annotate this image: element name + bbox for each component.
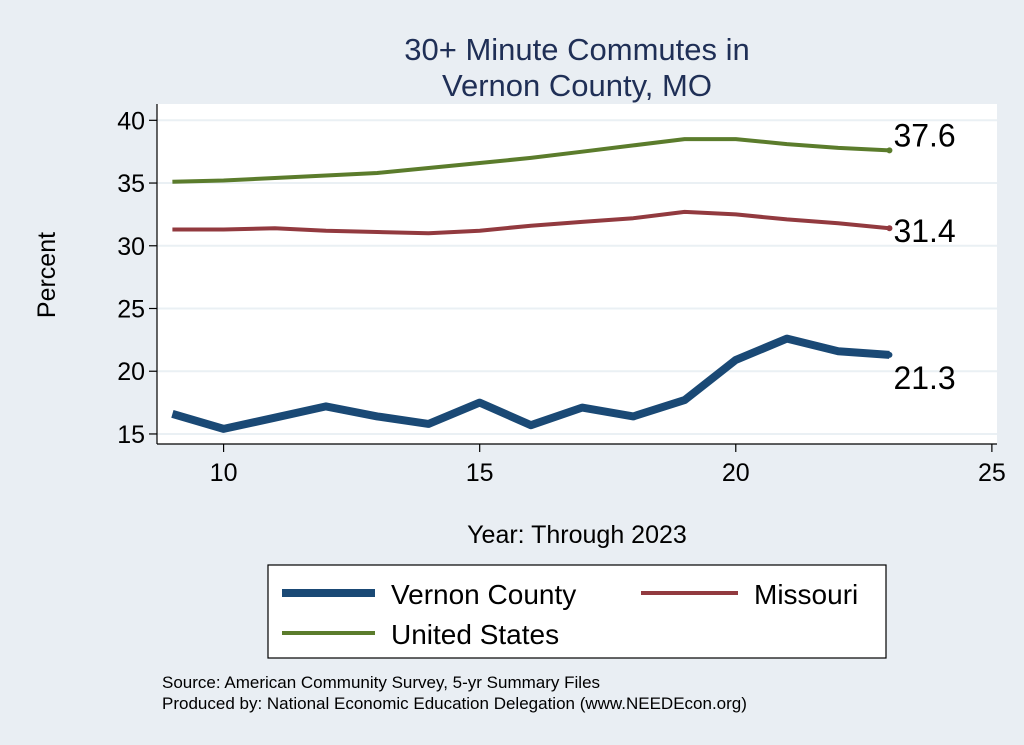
y-tick-label: 30: [117, 233, 145, 261]
end-labels: 21.3 31.4 37.6: [893, 117, 955, 396]
y-tick-label: 15: [117, 421, 145, 449]
x-tick-label: 20: [722, 459, 750, 487]
source-line-2: Produced by: National Economic Education…: [162, 694, 747, 713]
chart-title-line-1: 30+ Minute Commutes in: [404, 32, 749, 67]
legend-box: [267, 564, 887, 659]
series-line-united-states: [172, 137, 890, 184]
y-axis-title: Percent: [33, 232, 61, 318]
y-tick-label: 35: [117, 170, 145, 198]
source-line-1: Source: American Community Survey, 5-yr …: [162, 673, 600, 692]
series-end-marker-missouri: [886, 225, 893, 232]
x-tick-label: 15: [466, 459, 494, 487]
x-tick-label: 25: [978, 459, 1006, 487]
end-label-vernon-county: 21.3: [893, 360, 955, 396]
series-end-marker-united-states: [886, 147, 893, 154]
legend-label-vernon-county: Vernon County: [391, 579, 576, 610]
series-line-vernon-county: [171, 334, 890, 433]
series-lines: [171, 137, 893, 433]
x-axis-title: Year: Through 2023: [467, 521, 687, 549]
y-tick-label: 25: [117, 296, 145, 324]
grid-lines: [157, 119, 997, 435]
legend: Vernon County Missouri United States: [267, 564, 887, 659]
end-label-missouri: 31.4: [893, 213, 955, 249]
y-tick-label: 20: [117, 358, 145, 386]
x-tick-label: 10: [210, 459, 238, 487]
end-label-united-states: 37.6: [893, 117, 955, 153]
y-tick-label: 40: [117, 107, 145, 135]
series-end-marker-vernon-county: [886, 351, 893, 358]
series-line-missouri: [172, 209, 890, 236]
legend-label-united-states: United States: [391, 619, 559, 650]
plot-area: [157, 104, 997, 444]
axes: 15 20 25 30 35 40 10 15 20 25: [117, 104, 1006, 487]
chart-title-line-2: Vernon County, MO: [442, 68, 712, 103]
legend-label-missouri: Missouri: [754, 579, 858, 610]
